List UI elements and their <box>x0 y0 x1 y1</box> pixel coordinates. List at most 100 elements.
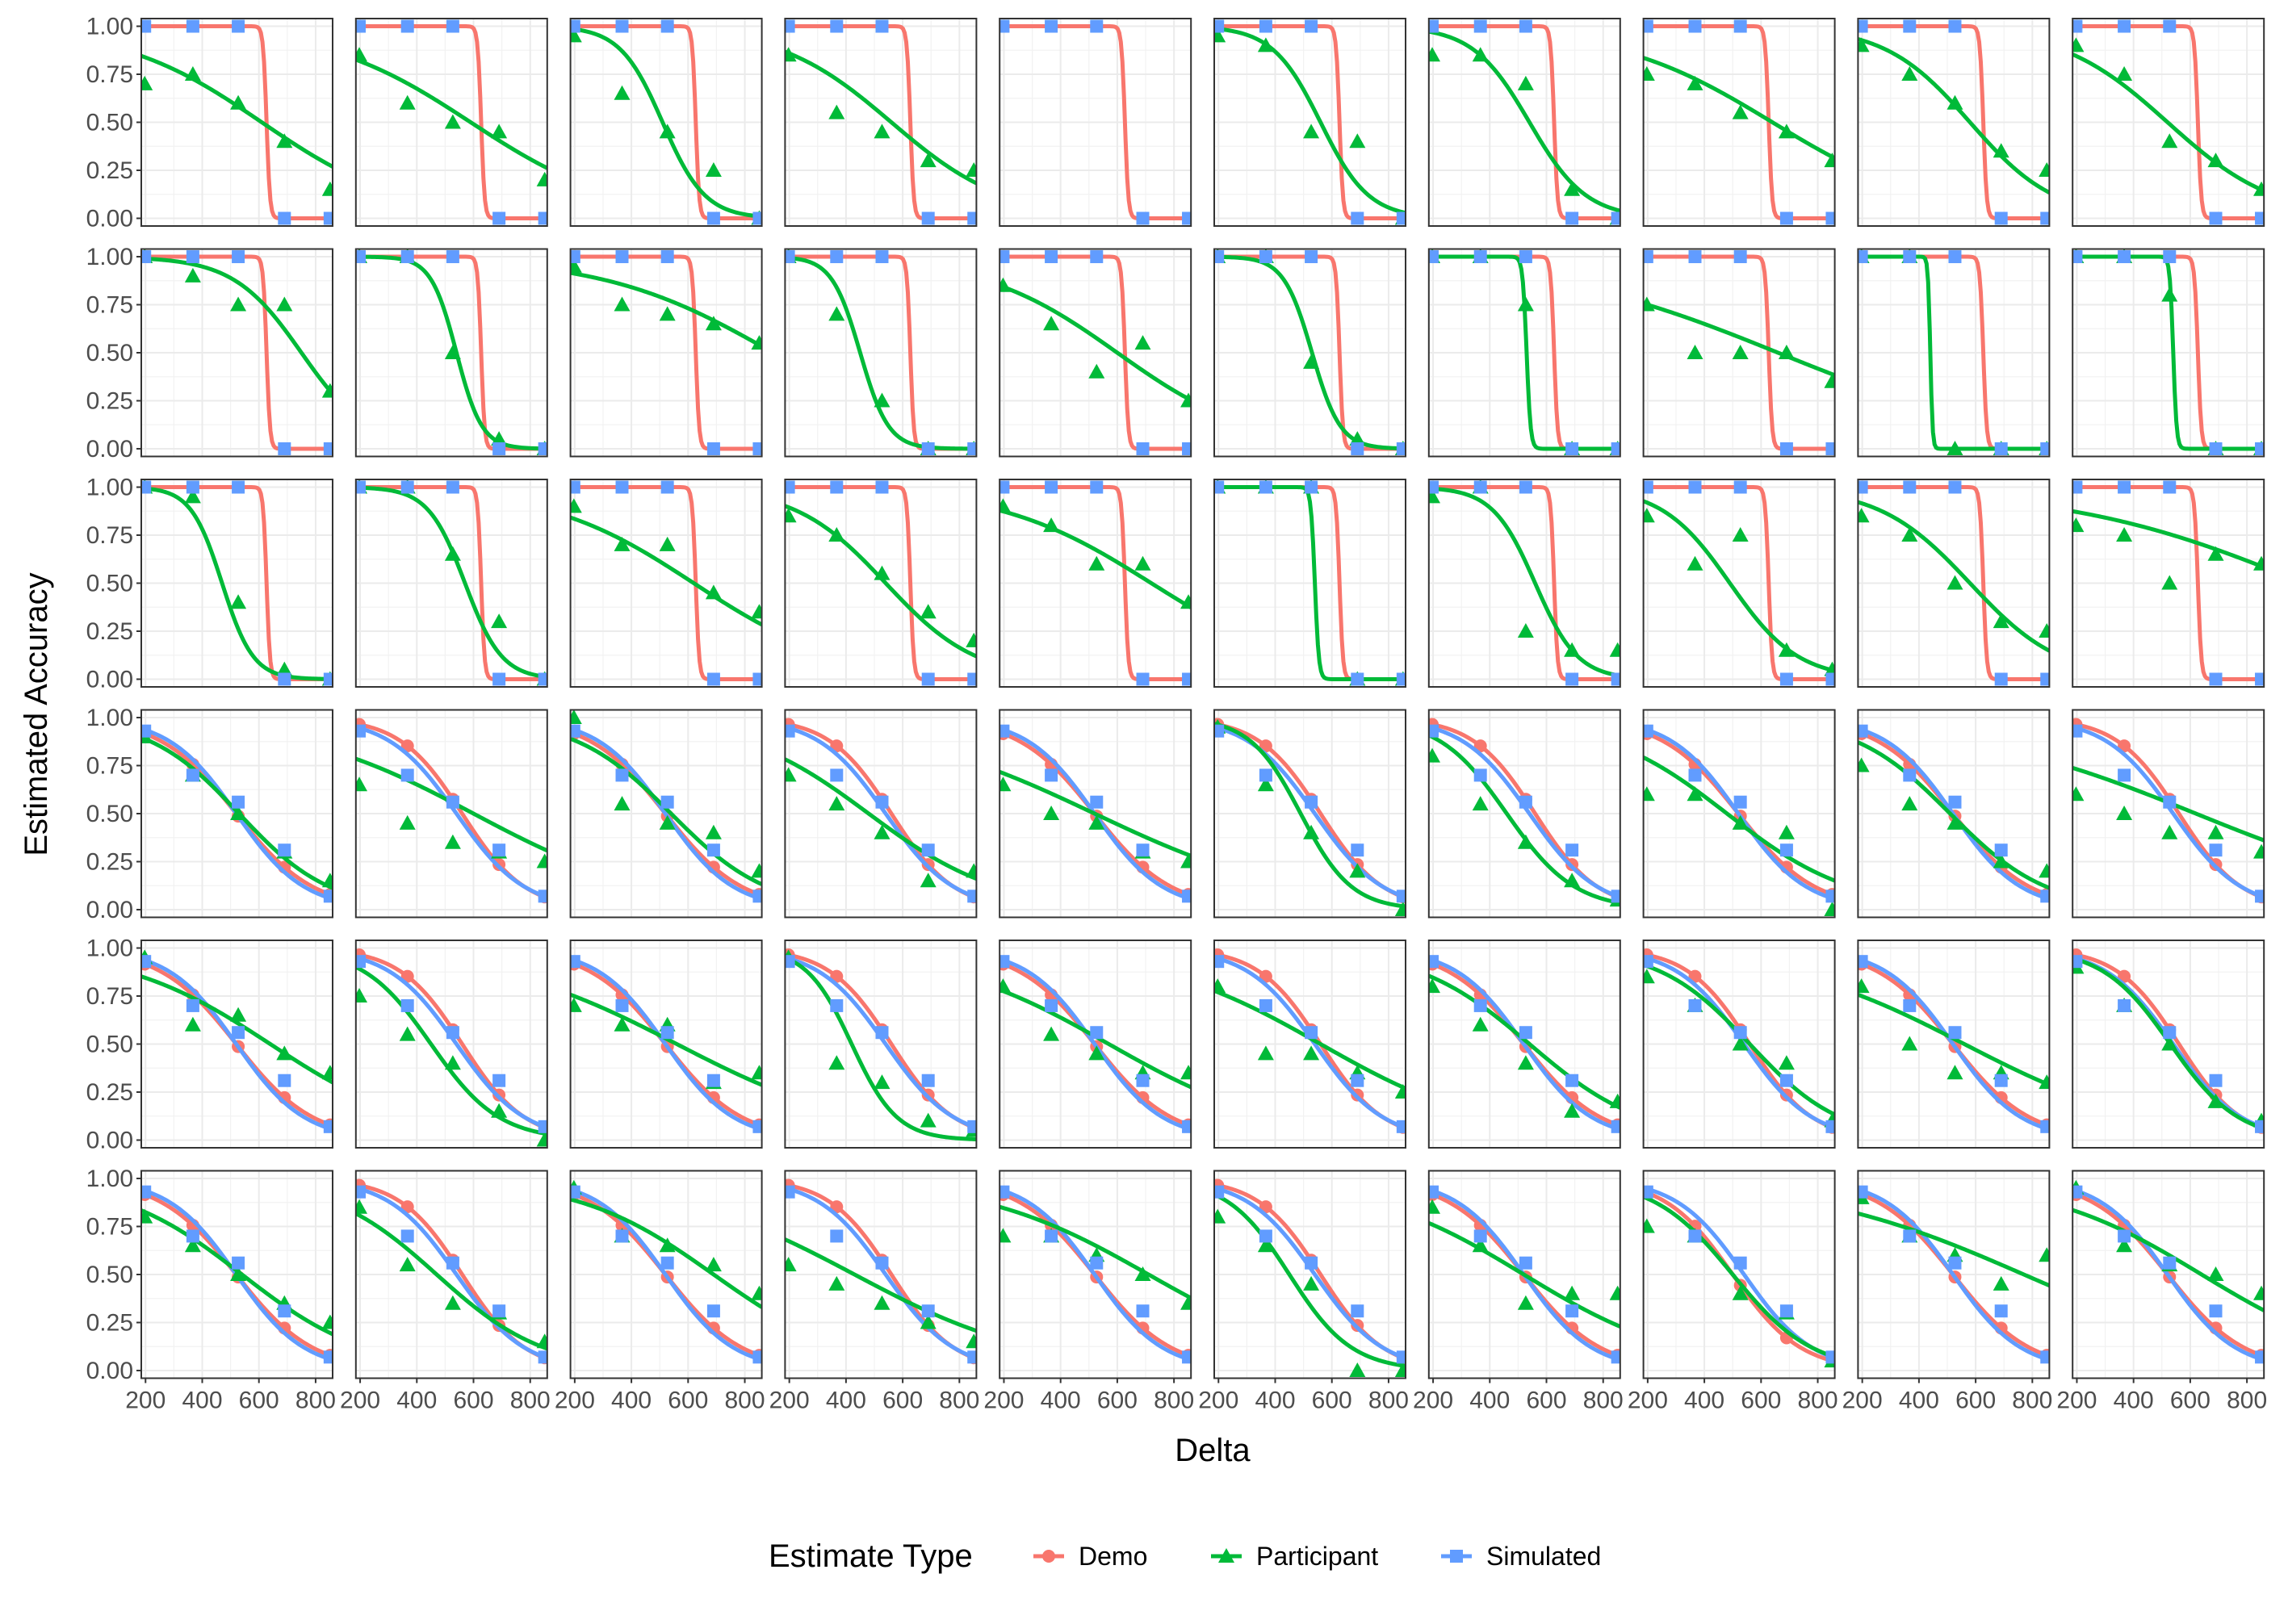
participant-point <box>1858 757 1870 772</box>
simulated-point <box>186 480 199 494</box>
simulated-point <box>615 480 629 494</box>
participant-point <box>659 1237 676 1253</box>
panel-border <box>1213 940 1406 1149</box>
y-tick-label: 0.50 <box>86 110 133 136</box>
simulated-point <box>2118 250 2131 264</box>
participant-point <box>1134 335 1151 350</box>
y-tick-label: 0.25 <box>86 848 133 875</box>
participant-point <box>874 824 890 839</box>
participant-point <box>2072 517 2085 533</box>
simulated-point <box>1473 250 1487 264</box>
simulated-point <box>1994 843 2008 857</box>
simulated-point <box>999 1185 1010 1199</box>
simulated-point <box>921 1074 935 1087</box>
simulated-point <box>1733 250 1747 264</box>
participant-line <box>999 1204 1192 1300</box>
simulated-point <box>752 1120 762 1133</box>
panel-r6-c7: 200 400 600 800 <box>1413 1170 1624 1414</box>
panel-r2-c9 <box>1857 248 2051 458</box>
panel-content <box>1643 948 1835 1134</box>
simulated-point <box>2040 1350 2050 1364</box>
x-tick-label: 800 <box>939 1388 979 1414</box>
participant-point <box>2039 1247 2050 1262</box>
panel-border <box>1427 940 1621 1149</box>
panel-border <box>1642 709 1836 919</box>
participant-point <box>1428 747 1441 763</box>
panel-border <box>784 18 978 227</box>
panel-content <box>999 724 1192 903</box>
simulated-point <box>446 1256 459 1270</box>
x-tick-label: 400 <box>396 1388 437 1414</box>
simulated-point <box>2209 442 2223 455</box>
participant-line <box>785 757 977 881</box>
panel-border <box>354 709 548 919</box>
y-tick-label: 0.75 <box>86 983 133 1010</box>
simulated-point <box>1565 442 1579 455</box>
participant-point <box>444 114 461 129</box>
simulated-point <box>615 250 629 264</box>
y-tick-label: 0.00 <box>86 1127 133 1153</box>
participant-point <box>828 1055 845 1070</box>
simulated-point <box>1948 480 1962 494</box>
simulated-point <box>538 1120 547 1133</box>
simulated-point <box>141 480 152 494</box>
panel-content <box>355 948 547 1147</box>
panel-border <box>2072 248 2265 458</box>
panel-r2-c10 <box>2072 248 2265 458</box>
simulated-point <box>323 1350 333 1364</box>
simulated-point <box>538 672 547 686</box>
x-tick-label: 600 <box>882 1388 923 1414</box>
participant-point <box>1564 873 1581 888</box>
simulated-point <box>1182 672 1192 686</box>
simulated-point <box>921 442 935 455</box>
participant-point <box>1517 834 1534 849</box>
panel-r3-c7 <box>1427 479 1621 688</box>
participant-point <box>920 1112 937 1128</box>
panel-content <box>355 19 547 225</box>
legend-key-marker <box>1042 1550 1055 1563</box>
simulated-point <box>1136 442 1150 455</box>
simulated-point <box>1688 768 1702 782</box>
simulated-point <box>660 795 674 809</box>
participant-line <box>1214 1192 1406 1368</box>
participant-point <box>321 1314 333 1329</box>
simulated-point <box>232 1026 245 1040</box>
participant-line <box>141 974 333 1085</box>
panel-border <box>354 940 548 1149</box>
simulated-point <box>1136 672 1150 686</box>
participant-line <box>570 515 762 627</box>
simulated-point <box>1045 250 1058 264</box>
simulated-point <box>1214 955 1225 969</box>
participant-point <box>1303 123 1320 139</box>
panel-content <box>570 480 762 686</box>
participant-point <box>355 988 368 1003</box>
participant-point <box>276 296 293 312</box>
participant-point <box>2116 1237 2133 1253</box>
simulated-point <box>1688 480 1702 494</box>
panel-border <box>1642 940 1836 1149</box>
panel-r4-c10 <box>2072 709 2265 919</box>
panel-content <box>999 1185 1192 1364</box>
participant-point <box>1303 1045 1320 1061</box>
participant-point <box>1901 66 1918 82</box>
panel-r1-c3 <box>569 18 763 227</box>
panel-r5-c1: 0.00 0.25 0.50 0.75 1.00 <box>86 935 333 1153</box>
participant-point <box>184 1016 201 1032</box>
participant-point <box>1180 853 1192 869</box>
simulated-point <box>1643 724 1653 738</box>
simulated-point <box>186 250 199 264</box>
participant-point <box>659 306 676 321</box>
simulated-point <box>232 480 245 494</box>
simulated-point <box>1733 19 1747 33</box>
panel-content <box>1858 19 2050 225</box>
participant-point <box>966 863 977 878</box>
simulated-point <box>1396 1350 1406 1364</box>
panel-border <box>2072 479 2265 688</box>
panel-border <box>569 1170 763 1379</box>
participant-point <box>1778 123 1795 139</box>
participant-point <box>874 392 890 408</box>
participant-point <box>999 776 1012 792</box>
panel-r2-c3 <box>569 248 763 458</box>
participant-point <box>2039 622 2050 638</box>
participant-point <box>1472 1237 1489 1253</box>
